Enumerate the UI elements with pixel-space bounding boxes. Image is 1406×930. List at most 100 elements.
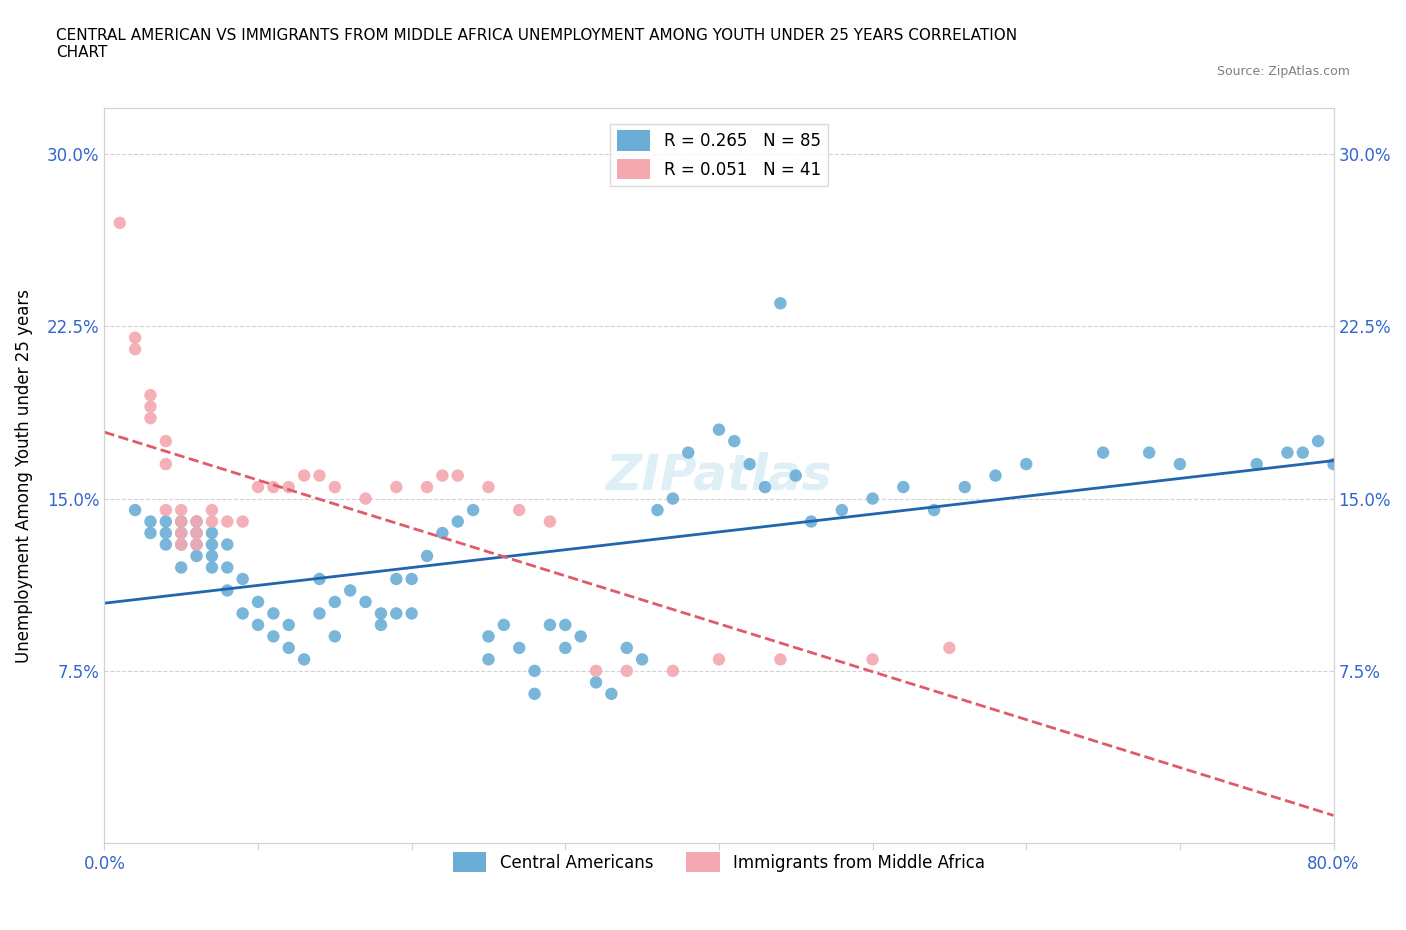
Point	[170, 514, 193, 529]
Point	[585, 675, 607, 690]
Point	[569, 629, 592, 644]
Point	[862, 491, 884, 506]
Point	[201, 502, 224, 517]
Point	[984, 468, 1007, 483]
Point	[554, 641, 576, 656]
Point	[232, 606, 254, 621]
Point	[769, 652, 792, 667]
Point	[662, 491, 685, 506]
Point	[477, 629, 499, 644]
Point	[217, 537, 239, 551]
Point	[124, 502, 146, 517]
Legend: Central Americans, Immigrants from Middle Africa: Central Americans, Immigrants from Middl…	[446, 845, 991, 879]
Point	[785, 468, 807, 483]
Point	[201, 525, 224, 540]
Point	[186, 514, 208, 529]
Point	[416, 480, 439, 495]
Point	[247, 480, 270, 495]
Point	[262, 629, 284, 644]
Point	[538, 514, 561, 529]
Point	[201, 514, 224, 529]
Point	[370, 606, 392, 621]
Point	[769, 296, 792, 311]
Point	[1015, 457, 1038, 472]
Point	[738, 457, 761, 472]
Point	[292, 652, 315, 667]
Point	[277, 480, 299, 495]
Point	[723, 433, 745, 448]
Point	[323, 629, 346, 644]
Point	[186, 525, 208, 540]
Point	[461, 502, 484, 517]
Point	[447, 468, 470, 483]
Point	[385, 572, 408, 587]
Point	[1322, 457, 1344, 472]
Point	[600, 686, 623, 701]
Point	[1277, 445, 1299, 460]
Point	[247, 618, 270, 632]
Point	[139, 411, 162, 426]
Point	[155, 502, 177, 517]
Point	[554, 618, 576, 632]
Point	[831, 502, 853, 517]
Point	[891, 480, 914, 495]
Point	[339, 583, 361, 598]
Point	[707, 422, 730, 437]
Point	[155, 525, 177, 540]
Point	[477, 652, 499, 667]
Point	[170, 525, 193, 540]
Point	[155, 457, 177, 472]
Point	[447, 514, 470, 529]
Point	[707, 652, 730, 667]
Y-axis label: Unemployment Among Youth under 25 years: Unemployment Among Youth under 25 years	[15, 288, 32, 662]
Point	[139, 399, 162, 414]
Point	[401, 572, 423, 587]
Point	[953, 480, 976, 495]
Point	[217, 514, 239, 529]
Point	[800, 514, 823, 529]
Point	[201, 537, 224, 551]
Point	[1168, 457, 1191, 472]
Point	[170, 537, 193, 551]
Point	[754, 480, 776, 495]
Point	[1137, 445, 1160, 460]
Point	[922, 502, 945, 517]
Point	[186, 537, 208, 551]
Point	[139, 514, 162, 529]
Point	[139, 388, 162, 403]
Point	[247, 594, 270, 609]
Text: ZIPatlas: ZIPatlas	[606, 452, 832, 499]
Point	[217, 583, 239, 598]
Text: CENTRAL AMERICAN VS IMMIGRANTS FROM MIDDLE AFRICA UNEMPLOYMENT AMONG YOUTH UNDER: CENTRAL AMERICAN VS IMMIGRANTS FROM MIDD…	[56, 28, 1018, 60]
Point	[585, 663, 607, 678]
Point	[508, 641, 530, 656]
Point	[217, 560, 239, 575]
Point	[139, 525, 162, 540]
Point	[201, 560, 224, 575]
Point	[523, 663, 546, 678]
Point	[938, 641, 960, 656]
Point	[232, 514, 254, 529]
Point	[370, 618, 392, 632]
Point	[262, 606, 284, 621]
Point	[170, 560, 193, 575]
Point	[124, 330, 146, 345]
Point	[323, 594, 346, 609]
Point	[354, 491, 377, 506]
Point	[170, 514, 193, 529]
Point	[262, 480, 284, 495]
Point	[508, 502, 530, 517]
Point	[676, 445, 699, 460]
Point	[170, 525, 193, 540]
Point	[186, 514, 208, 529]
Point	[1092, 445, 1115, 460]
Point	[155, 514, 177, 529]
Point	[232, 572, 254, 587]
Point	[292, 468, 315, 483]
Point	[662, 663, 685, 678]
Point	[401, 606, 423, 621]
Point	[277, 618, 299, 632]
Point	[277, 641, 299, 656]
Point	[385, 480, 408, 495]
Text: Source: ZipAtlas.com: Source: ZipAtlas.com	[1216, 65, 1350, 78]
